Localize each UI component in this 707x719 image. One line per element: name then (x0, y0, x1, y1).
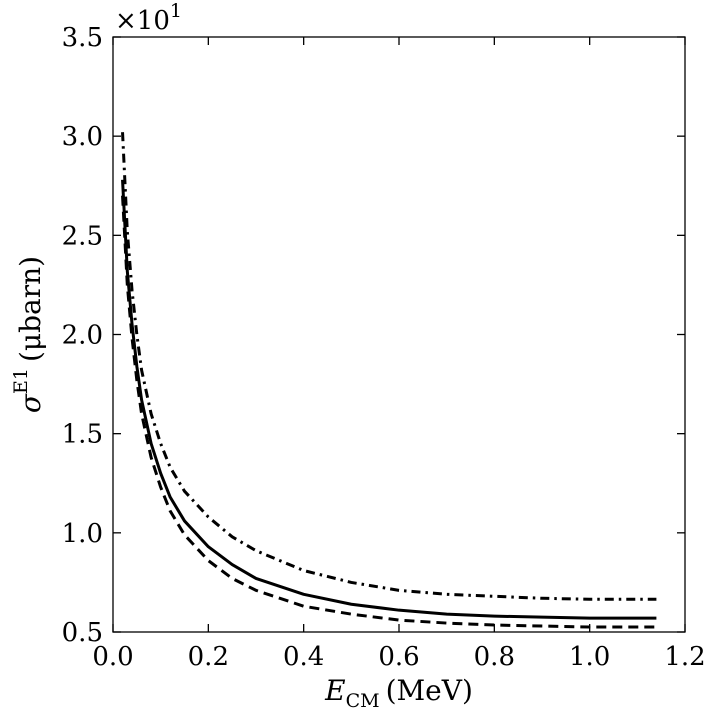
y-tick-label: 0.5 (62, 618, 103, 648)
x-tick-label: 0.4 (283, 642, 324, 672)
series-line-dashdot (121, 132, 657, 601)
y-tick-label: 1.5 (62, 420, 103, 450)
y-axis-label: σE1(μbarn) (10, 256, 47, 413)
x-tick-label: 0.2 (188, 642, 229, 672)
x-tick-label: 1.0 (569, 642, 610, 672)
y-axis-offset-label: ×101 (115, 0, 182, 36)
y-tick-label: 2.5 (62, 221, 103, 251)
x-tick-label: 0.6 (378, 642, 419, 672)
y-tick-label: 1.0 (62, 519, 103, 549)
plot-frame (112, 36, 686, 633)
x-tick-label: 0.0 (92, 642, 133, 672)
series-line-solid (121, 179, 657, 620)
tick-labels-group: 0.0 0.2 0.4 0.6 0.8 1.0 1.2 0.5 1.0 1.5 2.0 2.5 3.0 3… (62, 23, 706, 672)
curves-group (121, 132, 657, 629)
x-tick-label: 0.8 (474, 642, 515, 672)
x-axis-label: ECM (MeV) (324, 674, 473, 712)
series-line-dashed (121, 195, 657, 629)
ticks-group (112, 36, 686, 633)
y-tick-label: 2.0 (62, 321, 103, 351)
x-tick-label: 1.2 (664, 642, 705, 672)
y-tick-label: 3.5 (62, 23, 103, 53)
y-tick-label: 3.0 (62, 122, 103, 152)
